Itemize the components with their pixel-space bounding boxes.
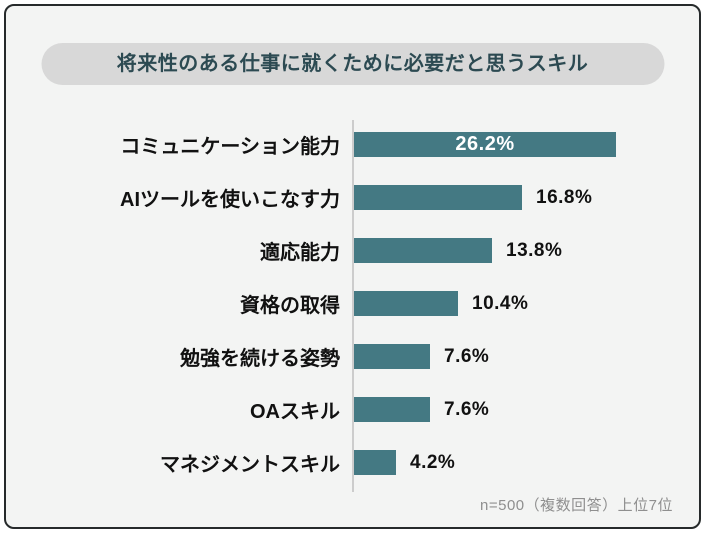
value-label: 16.8% <box>536 186 593 208</box>
category-label: 勉強を続ける姿勢 <box>180 348 340 370</box>
bar-track: 13.8% <box>352 238 699 263</box>
bar-track: 26.2% <box>352 132 699 157</box>
category-label: 適応能力 <box>260 242 340 264</box>
chart-row: コミュニケーション能力 26.2% <box>6 118 699 171</box>
bar: 26.2% <box>354 132 616 157</box>
value-label: 10.4% <box>472 292 529 314</box>
category-label: AIツールを使いこなす力 <box>120 189 340 211</box>
chart-row: 勉強を続ける姿勢 7.6% <box>6 330 699 383</box>
bar-track: 7.6% <box>352 344 699 369</box>
bar-track: 10.4% <box>352 291 699 316</box>
chart-row: OAスキル 7.6% <box>6 383 699 436</box>
bar-track: 4.2% <box>352 450 699 475</box>
value-label: 13.8% <box>506 239 563 261</box>
chart-card: 将来性のある仕事に就くために必要だと思うスキル コミュニケーション能力 26.2… <box>4 4 701 529</box>
category-label: コミュニケーション能力 <box>120 136 340 158</box>
bar <box>354 397 430 422</box>
bar <box>354 291 458 316</box>
chart-row: 資格の取得 10.4% <box>6 277 699 330</box>
value-label: 26.2% <box>455 133 515 155</box>
value-label: 7.6% <box>444 398 490 420</box>
chart-row: マネジメントスキル 4.2% <box>6 436 699 489</box>
category-label: マネジメントスキル <box>160 454 340 476</box>
bar <box>354 344 430 369</box>
bar <box>354 238 492 263</box>
value-label: 4.2% <box>410 451 456 473</box>
category-label: 資格の取得 <box>240 295 340 317</box>
value-label: 7.6% <box>444 345 490 367</box>
chart-row: 適応能力 13.8% <box>6 224 699 277</box>
axis-baseline <box>352 120 354 492</box>
sample-size-note: n=500（複数回答）上位7位 <box>480 497 673 514</box>
bar <box>354 450 396 475</box>
bar <box>354 185 522 210</box>
category-label: OAスキル <box>250 401 340 423</box>
bar-chart: コミュニケーション能力 26.2% AIツールを使いこなす力 16.8% 適応能… <box>6 118 699 492</box>
chart-row: AIツールを使いこなす力 16.8% <box>6 171 699 224</box>
chart-title: 将来性のある仕事に就くために必要だと思うスキル <box>41 43 664 85</box>
chart-rows: コミュニケーション能力 26.2% AIツールを使いこなす力 16.8% 適応能… <box>6 118 699 489</box>
bar-track: 7.6% <box>352 397 699 422</box>
bar-track: 16.8% <box>352 185 699 210</box>
